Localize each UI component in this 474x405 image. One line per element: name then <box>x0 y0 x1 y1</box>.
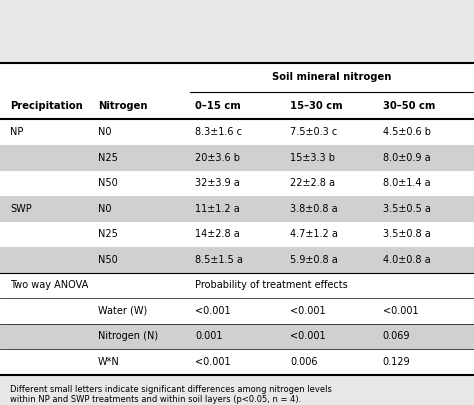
Text: 4.0±0.8 a: 4.0±0.8 a <box>383 255 430 265</box>
Bar <box>0 92 474 119</box>
Text: 3.8±0.8 a: 3.8±0.8 a <box>290 204 337 214</box>
Bar <box>0 63 474 375</box>
Bar <box>0 222 474 247</box>
Text: 8.0±1.4 a: 8.0±1.4 a <box>383 178 430 188</box>
Text: 4.7±1.2 a: 4.7±1.2 a <box>290 229 338 239</box>
Text: Nitrogen: Nitrogen <box>98 101 147 111</box>
Text: 22±2.8 a: 22±2.8 a <box>290 178 335 188</box>
Text: 0–15 cm: 0–15 cm <box>195 101 241 111</box>
Text: Different small letters indicate significant differences among nitrogen levels
w: Different small letters indicate signifi… <box>10 385 332 405</box>
Text: N50: N50 <box>98 255 118 265</box>
Bar <box>0 145 474 171</box>
Text: Precipitation: Precipitation <box>10 101 83 111</box>
Bar <box>0 63 474 92</box>
Bar <box>0 247 474 273</box>
Bar <box>0 324 474 349</box>
Text: N0: N0 <box>98 204 111 214</box>
Text: 0.069: 0.069 <box>383 331 410 341</box>
Text: SWP: SWP <box>10 204 32 214</box>
Text: 8.0±0.9 a: 8.0±0.9 a <box>383 153 430 163</box>
Text: 4.5±0.6 b: 4.5±0.6 b <box>383 127 430 137</box>
Bar <box>0 273 474 298</box>
Text: 15–30 cm: 15–30 cm <box>290 101 343 111</box>
Text: 8.5±1.5 a: 8.5±1.5 a <box>195 255 243 265</box>
Text: 0.006: 0.006 <box>290 357 318 367</box>
Text: 11±1.2 a: 11±1.2 a <box>195 204 240 214</box>
Bar <box>0 298 474 324</box>
Text: Soil mineral nitrogen: Soil mineral nitrogen <box>272 72 392 82</box>
Bar <box>0 171 474 196</box>
Text: NP: NP <box>10 127 24 137</box>
Text: 14±2.8 a: 14±2.8 a <box>195 229 240 239</box>
Bar <box>0 196 474 222</box>
Text: <0.001: <0.001 <box>195 357 231 367</box>
Text: Water (W): Water (W) <box>98 306 147 316</box>
Text: 0.001: 0.001 <box>195 331 223 341</box>
Text: N25: N25 <box>98 229 118 239</box>
Text: <0.001: <0.001 <box>290 306 326 316</box>
Text: Two way ANOVA: Two way ANOVA <box>10 280 89 290</box>
Text: 32±3.9 a: 32±3.9 a <box>195 178 240 188</box>
Text: 0.129: 0.129 <box>383 357 410 367</box>
Text: <0.001: <0.001 <box>290 331 326 341</box>
Text: 3.5±0.8 a: 3.5±0.8 a <box>383 229 430 239</box>
Text: <0.001: <0.001 <box>383 306 418 316</box>
Text: 5.9±0.8 a: 5.9±0.8 a <box>290 255 338 265</box>
Text: Nitrogen (N): Nitrogen (N) <box>98 331 158 341</box>
Text: 15±3.3 b: 15±3.3 b <box>290 153 335 163</box>
Text: N25: N25 <box>98 153 118 163</box>
Text: 7.5±0.3 c: 7.5±0.3 c <box>290 127 337 137</box>
Text: 20±3.6 b: 20±3.6 b <box>195 153 240 163</box>
Text: N50: N50 <box>98 178 118 188</box>
Text: 8.3±1.6 c: 8.3±1.6 c <box>195 127 242 137</box>
Text: 3.5±0.5 a: 3.5±0.5 a <box>383 204 430 214</box>
Text: 30–50 cm: 30–50 cm <box>383 101 435 111</box>
Text: W*N: W*N <box>98 357 120 367</box>
Text: Probability of treatment effects: Probability of treatment effects <box>195 280 348 290</box>
Text: <0.001: <0.001 <box>195 306 231 316</box>
Bar <box>0 119 474 145</box>
Bar <box>0 349 474 375</box>
Text: N0: N0 <box>98 127 111 137</box>
